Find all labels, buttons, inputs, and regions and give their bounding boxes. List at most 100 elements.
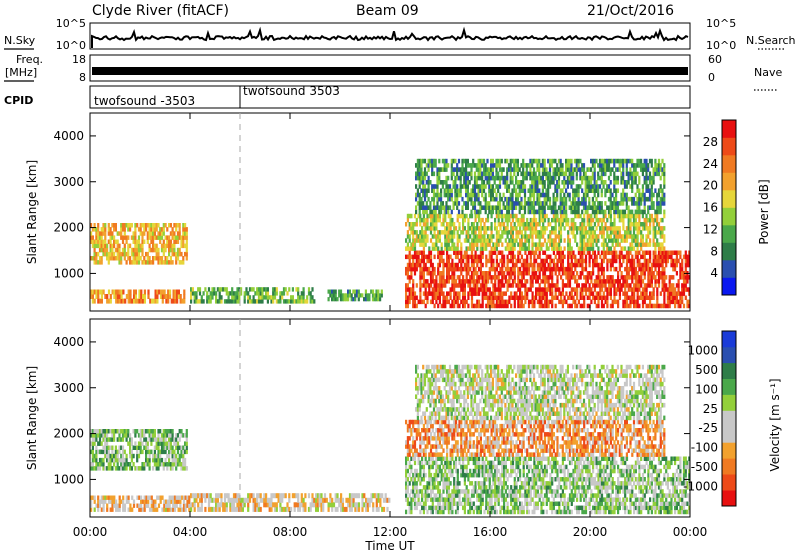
echo-cell — [659, 217, 662, 223]
echo-cell — [435, 275, 438, 280]
echo-cell — [350, 293, 353, 298]
echo-cell — [159, 235, 162, 240]
echo-cell — [561, 188, 564, 193]
echo-cell — [661, 254, 664, 260]
echo-cell — [632, 171, 636, 177]
echo-cell — [515, 295, 518, 300]
echo-cell — [602, 250, 605, 255]
echo-cell — [542, 258, 545, 264]
y-tick-label: 3000 — [53, 175, 84, 189]
echo-cell — [438, 295, 441, 300]
echo-cell — [511, 283, 515, 288]
echo-cell — [159, 449, 162, 455]
echo-cell — [236, 287, 239, 292]
echo-cell — [141, 239, 144, 244]
echo-cell — [588, 238, 591, 243]
echo-cell — [114, 466, 117, 471]
echo-cell — [665, 287, 668, 292]
echo-cell — [118, 466, 121, 471]
echo-cell — [433, 234, 436, 239]
echo-cell — [513, 262, 516, 268]
echo-cell — [534, 184, 537, 189]
echo-cell — [416, 163, 419, 168]
echo-cell — [545, 279, 548, 284]
echo-cell — [570, 287, 573, 292]
echo-cell — [166, 243, 169, 249]
echo-cell — [492, 246, 495, 251]
echo-cell — [533, 295, 536, 300]
echo-cell — [534, 180, 537, 185]
echo-cell — [627, 158, 630, 164]
echo-cell — [656, 171, 659, 177]
echo-cell — [572, 180, 575, 185]
echo-cell — [257, 299, 261, 304]
echo-cell — [421, 238, 424, 243]
echo-cell — [499, 283, 502, 288]
echo-cell — [132, 231, 135, 236]
echo-cell — [178, 453, 181, 459]
echo-cell — [97, 260, 100, 265]
echo-cell — [435, 299, 438, 305]
echo-cell — [484, 209, 487, 215]
echo-cell — [491, 158, 494, 164]
echo-cell — [415, 295, 418, 300]
echo-cell — [429, 217, 433, 223]
echo-cell — [494, 295, 497, 300]
echo-cell — [615, 291, 618, 296]
echo-cell — [164, 243, 167, 249]
echo-cell — [261, 287, 264, 292]
echo-cell — [638, 295, 641, 300]
echo-cell — [563, 171, 566, 177]
echo-cell — [494, 291, 497, 296]
echo-cell — [490, 254, 493, 260]
echo-cell — [100, 256, 103, 261]
echo-cell — [498, 163, 502, 168]
echo-cell — [558, 254, 561, 260]
echo-cell — [652, 254, 655, 260]
echo-cell — [419, 291, 422, 296]
echo-cell — [650, 163, 653, 168]
echo-cell — [549, 234, 552, 239]
echo-cell — [106, 247, 109, 253]
echo-cell — [497, 205, 500, 210]
echo-cell — [568, 167, 571, 172]
echo-cell — [475, 209, 478, 215]
echo-cell — [672, 291, 675, 296]
echo-cell — [111, 466, 114, 471]
echo-cell — [549, 291, 552, 296]
echo-cell — [588, 242, 591, 247]
echo-cell — [668, 279, 671, 284]
echo-cell — [517, 234, 520, 239]
echo-cell — [625, 299, 629, 305]
echo-cell — [554, 201, 557, 206]
echo-cell — [139, 243, 142, 249]
echo-cell — [647, 242, 650, 247]
echo-cell — [609, 205, 612, 210]
echo-cell — [643, 196, 646, 202]
echo-cell — [629, 226, 632, 231]
echo-cell — [495, 262, 498, 268]
cpid-frame — [89, 85, 691, 109]
echo-cell — [426, 226, 429, 231]
echo-cell — [648, 192, 652, 198]
echo-cell — [168, 441, 171, 446]
echo-cell — [157, 235, 160, 240]
echo-cell — [615, 234, 618, 239]
echo-cell — [542, 295, 545, 300]
echo-cell — [93, 499, 96, 504]
nsky-label: N.Sky — [4, 34, 36, 47]
echo-cell — [604, 158, 607, 164]
echo-cell — [435, 217, 438, 223]
echo-cell — [421, 299, 424, 305]
echo-cell — [442, 283, 445, 288]
echo-cell — [520, 188, 523, 193]
echo-cell — [150, 223, 153, 228]
echo-cell — [282, 291, 286, 296]
echo-cell — [656, 254, 659, 260]
echo-cell — [682, 283, 686, 288]
echo-cell — [641, 171, 644, 177]
echo-cell — [111, 235, 114, 240]
echo-cell — [109, 457, 112, 463]
echo-cell — [620, 158, 623, 164]
echo-cell — [552, 175, 555, 181]
